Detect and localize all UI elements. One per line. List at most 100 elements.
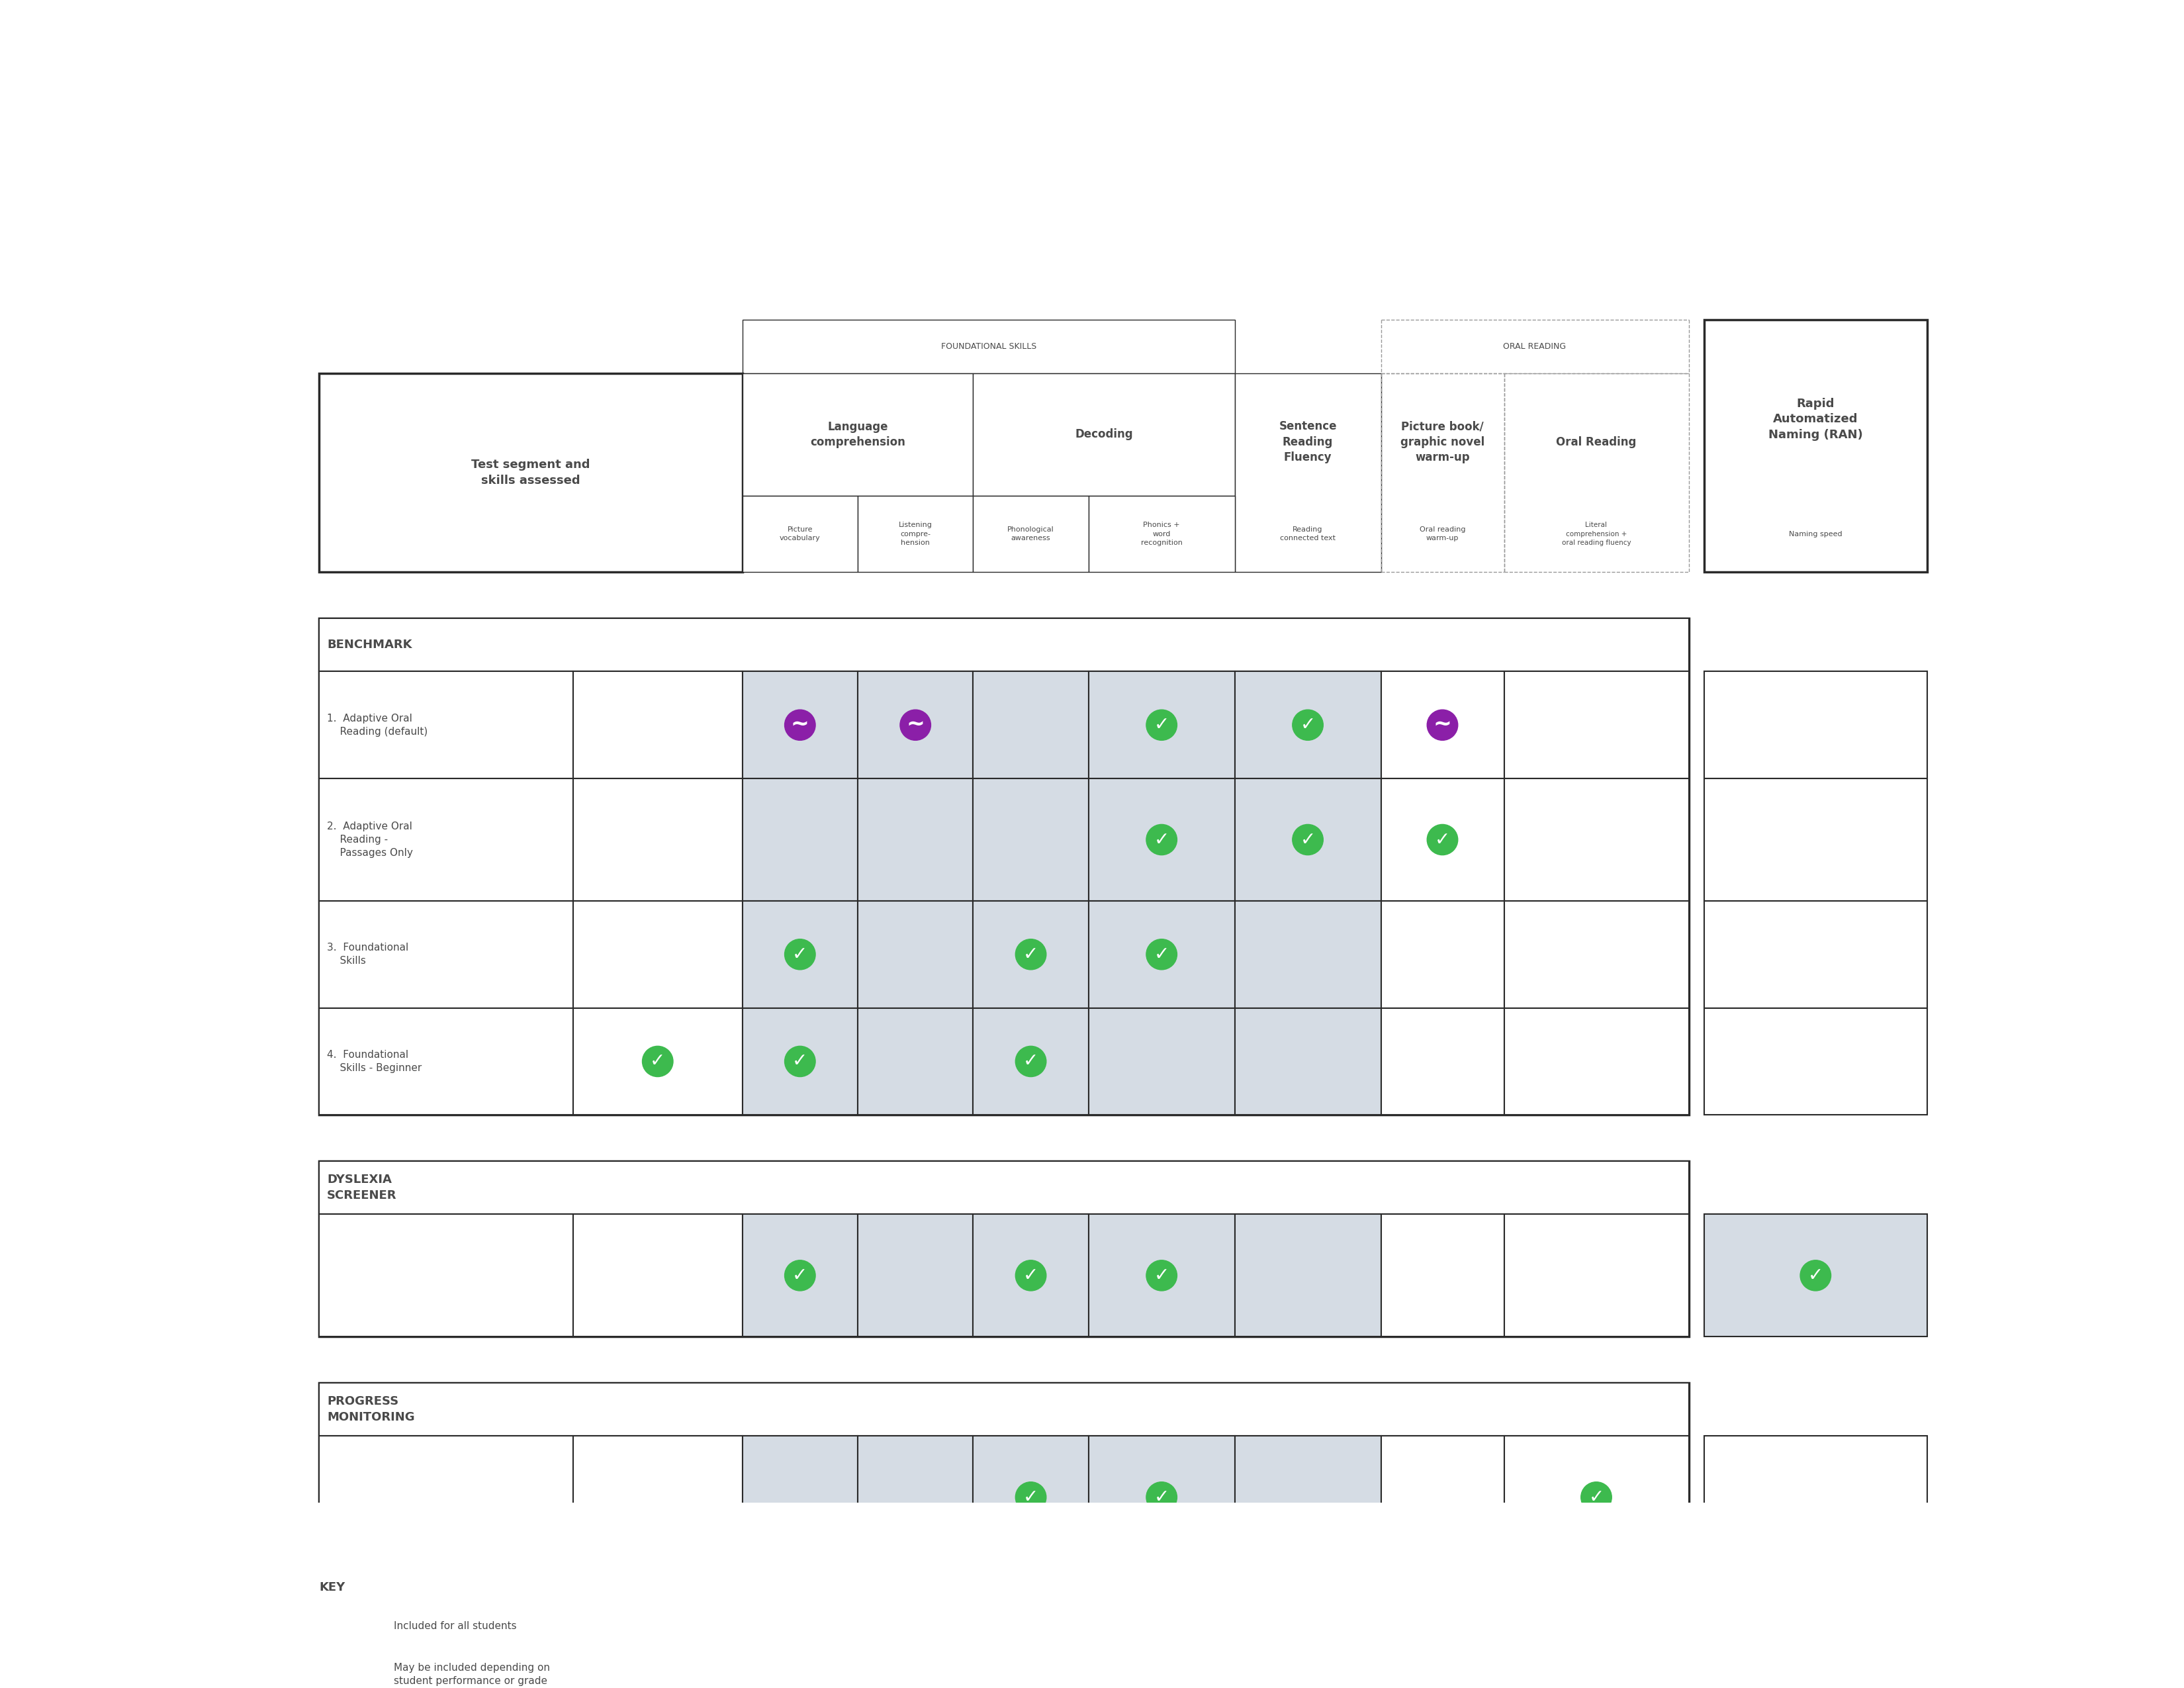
FancyBboxPatch shape: [974, 373, 1234, 496]
Circle shape: [339, 1663, 360, 1686]
FancyBboxPatch shape: [858, 1008, 974, 1116]
Text: ~: ~: [791, 712, 810, 734]
Text: Phonological
awareness: Phonological awareness: [1007, 527, 1055, 542]
Text: ✓: ✓: [793, 945, 808, 964]
Circle shape: [339, 1615, 360, 1637]
Circle shape: [1147, 1482, 1177, 1512]
Circle shape: [1016, 1261, 1046, 1291]
Text: ORAL READING: ORAL READING: [1503, 343, 1566, 351]
Text: Reading
connected text: Reading connected text: [1280, 527, 1337, 542]
FancyBboxPatch shape: [319, 1382, 1688, 1436]
Text: FOUNDATIONAL SKILLS: FOUNDATIONAL SKILLS: [941, 343, 1035, 351]
Circle shape: [784, 1047, 815, 1077]
Text: 4.  Foundational
    Skills - Beginner: 4. Foundational Skills - Beginner: [328, 1050, 422, 1074]
FancyBboxPatch shape: [1380, 778, 1505, 901]
FancyBboxPatch shape: [858, 1436, 974, 1558]
Text: 1.  Adaptive Oral
    Reading (default): 1. Adaptive Oral Reading (default): [328, 714, 428, 736]
Circle shape: [1147, 939, 1177, 969]
FancyBboxPatch shape: [1505, 778, 1688, 901]
Text: ✓: ✓: [1153, 830, 1168, 849]
Text: Picture
vocabulary: Picture vocabulary: [780, 527, 821, 542]
FancyBboxPatch shape: [974, 1008, 1088, 1116]
FancyBboxPatch shape: [1088, 496, 1234, 572]
FancyBboxPatch shape: [1505, 901, 1688, 1008]
Text: Rapid
Automatized
Naming (RAN): Rapid Automatized Naming (RAN): [1769, 398, 1863, 441]
Text: Sentence
Reading
Fluency: Sentence Reading Fluency: [1280, 420, 1337, 464]
FancyBboxPatch shape: [743, 496, 858, 572]
Text: ✓: ✓: [651, 1052, 666, 1070]
Text: ~: ~: [341, 1663, 358, 1685]
Text: ✓: ✓: [1153, 945, 1168, 964]
FancyBboxPatch shape: [1380, 1436, 1505, 1558]
FancyBboxPatch shape: [1704, 1214, 1926, 1337]
FancyBboxPatch shape: [572, 1008, 743, 1116]
Text: ✓: ✓: [1022, 1052, 1040, 1070]
FancyBboxPatch shape: [319, 778, 572, 901]
Circle shape: [1147, 824, 1177, 856]
Text: Listening
compre-
hension: Listening compre- hension: [898, 522, 933, 545]
FancyBboxPatch shape: [1505, 1214, 1688, 1337]
FancyBboxPatch shape: [858, 778, 974, 901]
FancyBboxPatch shape: [319, 618, 1688, 672]
FancyBboxPatch shape: [319, 373, 743, 572]
Text: ✓: ✓: [1299, 716, 1315, 734]
Text: ~: ~: [906, 712, 924, 734]
FancyBboxPatch shape: [1704, 1436, 1926, 1558]
FancyBboxPatch shape: [743, 778, 858, 901]
FancyBboxPatch shape: [1234, 1436, 1380, 1558]
Text: Oral Reading: Oral Reading: [1557, 436, 1636, 447]
Text: ~: ~: [1433, 712, 1452, 734]
FancyBboxPatch shape: [743, 901, 858, 1008]
Circle shape: [1016, 1482, 1046, 1512]
FancyBboxPatch shape: [858, 496, 974, 572]
FancyBboxPatch shape: [319, 1214, 572, 1337]
FancyBboxPatch shape: [572, 1214, 743, 1337]
FancyBboxPatch shape: [974, 496, 1088, 572]
FancyBboxPatch shape: [1088, 778, 1234, 901]
Circle shape: [1147, 1261, 1177, 1291]
Circle shape: [1426, 709, 1459, 741]
FancyBboxPatch shape: [1704, 778, 1926, 901]
Circle shape: [1016, 1047, 1046, 1077]
FancyBboxPatch shape: [1234, 901, 1380, 1008]
FancyBboxPatch shape: [1505, 672, 1688, 778]
Text: 3.  Foundational
    Skills: 3. Foundational Skills: [328, 944, 408, 966]
Text: Included for all students: Included for all students: [393, 1620, 515, 1631]
FancyBboxPatch shape: [319, 1436, 572, 1558]
FancyBboxPatch shape: [319, 1658, 380, 1688]
FancyBboxPatch shape: [858, 672, 974, 778]
Text: ✓: ✓: [1808, 1266, 1824, 1285]
FancyBboxPatch shape: [572, 901, 743, 1008]
FancyBboxPatch shape: [1380, 901, 1505, 1008]
FancyBboxPatch shape: [974, 1214, 1088, 1337]
FancyBboxPatch shape: [1704, 672, 1926, 778]
Circle shape: [1293, 824, 1324, 856]
Text: PROGRESS
MONITORING: PROGRESS MONITORING: [328, 1396, 415, 1423]
Text: Literal
comprehension +
oral reading fluency: Literal comprehension + oral reading flu…: [1562, 522, 1631, 545]
FancyBboxPatch shape: [1704, 901, 1926, 1008]
FancyBboxPatch shape: [1380, 672, 1505, 778]
Circle shape: [1293, 709, 1324, 741]
FancyBboxPatch shape: [319, 901, 572, 1008]
Text: BENCHMARK: BENCHMARK: [328, 638, 413, 650]
Text: DYSLEXIA
SCREENER: DYSLEXIA SCREENER: [328, 1173, 397, 1202]
Text: Phonics +
word
recognition: Phonics + word recognition: [1140, 522, 1182, 545]
FancyBboxPatch shape: [974, 778, 1088, 901]
FancyBboxPatch shape: [319, 618, 1688, 1116]
Text: Decoding: Decoding: [1075, 429, 1133, 441]
FancyBboxPatch shape: [572, 672, 743, 778]
FancyBboxPatch shape: [743, 319, 1234, 373]
FancyBboxPatch shape: [572, 1436, 743, 1558]
FancyBboxPatch shape: [858, 901, 974, 1008]
FancyBboxPatch shape: [1380, 1558, 1688, 1604]
Text: ✓: ✓: [1022, 945, 1040, 964]
Text: ✓: ✓: [1022, 1487, 1040, 1506]
FancyBboxPatch shape: [743, 1214, 858, 1337]
FancyBboxPatch shape: [743, 373, 974, 496]
Circle shape: [784, 1261, 815, 1291]
Text: Naming speed: Naming speed: [1789, 530, 1843, 537]
FancyBboxPatch shape: [319, 1161, 1688, 1337]
FancyBboxPatch shape: [974, 1436, 1088, 1558]
FancyBboxPatch shape: [1704, 1008, 1926, 1116]
Circle shape: [1581, 1482, 1612, 1512]
